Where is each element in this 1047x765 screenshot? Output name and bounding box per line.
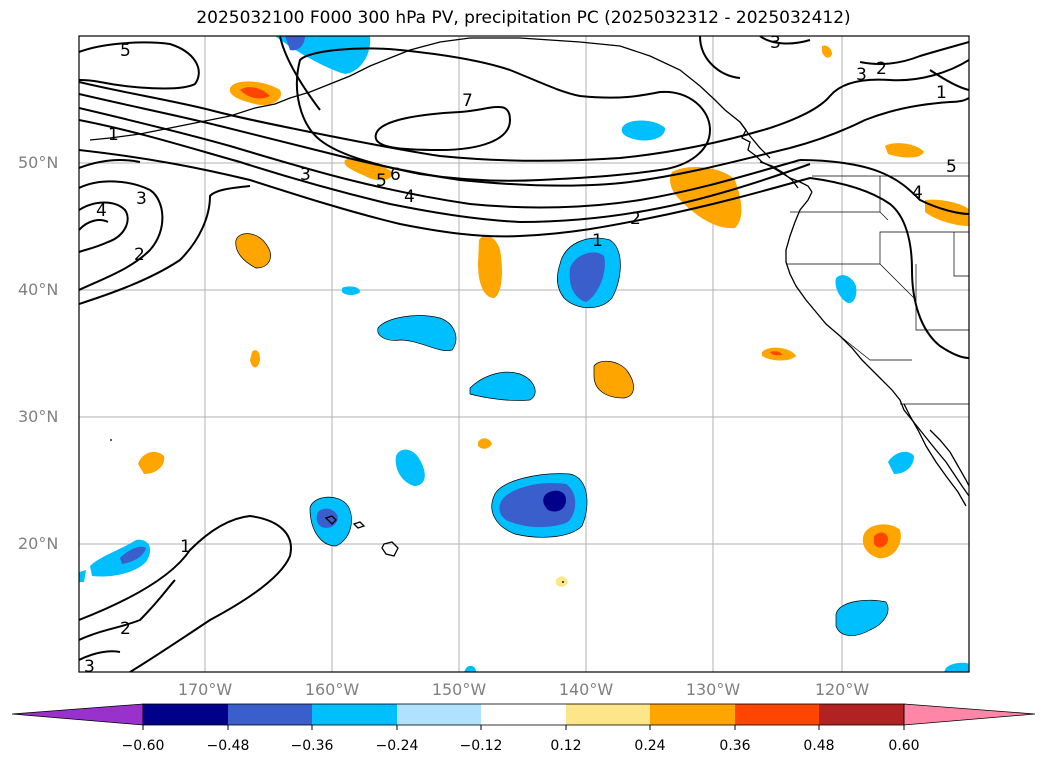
pv-label: 1 [108, 125, 119, 145]
pv-label: 4 [96, 201, 107, 221]
lon-label-120w: 120°W [814, 680, 870, 699]
colorbar-tick-label: 0.36 [719, 738, 751, 754]
pv-label: 3 [136, 189, 147, 209]
lat-label-30n: 30°N [18, 407, 59, 426]
pv-label: 5 [376, 171, 387, 191]
pv-label: 2 [876, 59, 887, 79]
colorbar-extend-min [11, 703, 144, 726]
pv-label: 2 [120, 619, 131, 639]
lon-label-140w: 140°W [558, 680, 614, 699]
pv-label: 6 [390, 165, 401, 185]
colorbar-tick-label: 0.24 [634, 738, 666, 754]
lon-label-150w: 150°W [431, 680, 487, 699]
colorbar-swatch [481, 704, 566, 725]
pv-label: 1 [936, 83, 947, 103]
pv-label: 4 [404, 187, 415, 207]
colorbar-frame [142, 703, 905, 726]
gridlines [79, 36, 969, 672]
precip-shading [79, 36, 969, 672]
map-frame [78, 35, 970, 673]
pv-label: 1 [592, 231, 603, 251]
colorbar-extend-max [903, 703, 1036, 726]
pv-label: 3 [84, 657, 95, 677]
precip-outline-contours [235, 233, 889, 636]
pv-label: 2 [630, 209, 641, 229]
pv-contours [79, 36, 969, 672]
colorbar-swatch [228, 704, 312, 725]
lon-label-130w: 130°W [685, 680, 741, 699]
colorbar-swatch [819, 704, 904, 725]
colorbar [11, 703, 1036, 730]
lon-label-170w: 170°W [177, 680, 233, 699]
colorbar-swatch [566, 704, 650, 725]
lon-label-160w: 160°W [304, 680, 360, 699]
map-title: 2025032100 F000 300 hPa PV, precipitatio… [196, 8, 851, 28]
colorbar-swatch [735, 704, 819, 725]
colorbar-tick-label: 0.12 [550, 738, 582, 754]
pv-contour-labels: 5 1 3 4 2 7 5 6 4 3 2 1 2 3 1 5 4 3 1 2 … [84, 33, 957, 677]
pv-label: 2 [134, 245, 145, 265]
pv-label: 7 [462, 91, 473, 111]
colorbar-tick-label: −0.60 [121, 738, 165, 754]
colorbar-tick-label: −0.12 [459, 738, 503, 754]
pv-label: 3 [300, 165, 311, 185]
colorbar-swatch [397, 704, 481, 725]
colorbar-tick-label: 0.48 [803, 738, 835, 754]
colorbar-tick-label: −0.36 [290, 738, 334, 754]
lat-label-50n: 50°N [18, 153, 59, 172]
pv-label: 5 [946, 157, 957, 177]
colorbar-tick-label: −0.48 [206, 738, 250, 754]
pv-label: 3 [856, 65, 867, 85]
colorbar-swatch [143, 704, 228, 725]
colorbar-swatch [312, 704, 397, 725]
colorbar-tick-label: −0.24 [375, 738, 419, 754]
lat-label-40n: 40°N [18, 280, 59, 299]
pv-label: 5 [120, 41, 131, 61]
pv-label: 4 [912, 183, 923, 203]
pv-label: 3 [770, 33, 781, 53]
colorbar-swatch [650, 704, 735, 725]
pv-label: 1 [180, 537, 191, 557]
lat-label-20n: 20°N [18, 534, 59, 553]
colorbar-tick-label: 0.60 [888, 738, 920, 754]
